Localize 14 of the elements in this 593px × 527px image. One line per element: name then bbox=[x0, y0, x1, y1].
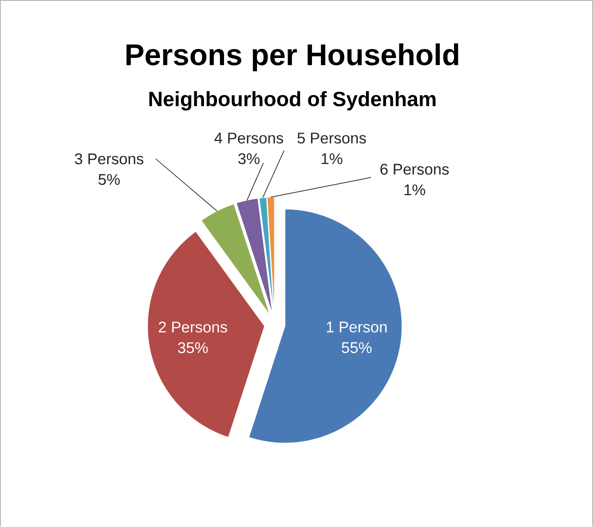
slice-label: 3 Persons bbox=[74, 153, 144, 164]
slice-label: 1 Person bbox=[326, 322, 387, 333]
data-label: 5% bbox=[98, 174, 120, 186]
chart-subtitle: Neighbourhood of Sydenham bbox=[149, 91, 436, 111]
data-label: 35% bbox=[178, 342, 208, 354]
slice-label: 4 Persons bbox=[214, 132, 284, 144]
data-label: 3% bbox=[238, 153, 260, 164]
data-label: 1% bbox=[322, 153, 342, 164]
chart-title: Persons per Household bbox=[126, 44, 458, 72]
slice-label: 5 Persons bbox=[297, 132, 366, 144]
data-label: 1% bbox=[404, 184, 426, 196]
data-label: 55% bbox=[342, 342, 372, 354]
slice-label: 6 Persons bbox=[380, 164, 449, 175]
slice-label: 2 Persons bbox=[158, 322, 228, 333]
